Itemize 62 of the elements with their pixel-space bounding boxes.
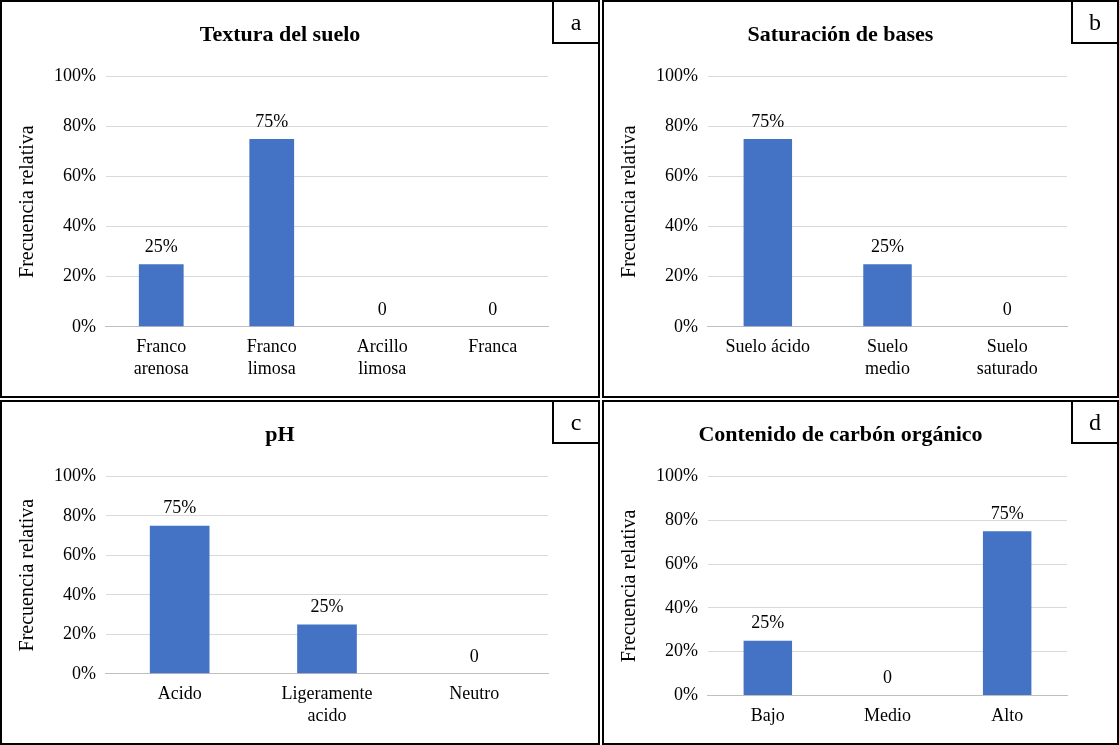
text: b	[1071, 0, 1119, 44]
y-tick-label: 0%	[71, 315, 96, 336]
y-tick-label: 40%	[664, 215, 698, 236]
chart-title: pH	[265, 420, 295, 446]
data-label: 75%	[255, 110, 289, 131]
y-tick-label: 80%	[664, 115, 698, 136]
y-tick-label: 100%	[655, 65, 698, 86]
x-tick-label: Alto	[991, 704, 1024, 725]
x-tick-label: Franco limosa	[246, 336, 297, 378]
y-tick-label: 20%	[62, 265, 96, 286]
x-tick-label: Franca	[468, 336, 518, 357]
x-tick-label: Suelo ácido	[725, 336, 811, 357]
y-tick-label: 40%	[62, 215, 96, 236]
y-tick-label: 0%	[673, 315, 698, 336]
y-tick-label: 60%	[664, 552, 698, 573]
data-label: 0	[488, 298, 498, 319]
x-tick-label: Suelo saturado	[976, 336, 1038, 378]
x-tick-label: Medio	[864, 704, 911, 725]
y-tick-label: 60%	[62, 165, 96, 186]
y-tick-label: 100%	[53, 465, 96, 486]
x-tick-label: Suelo medio	[865, 336, 910, 378]
chart-title: Saturación de bases	[747, 20, 934, 46]
y-tick-label: 40%	[62, 583, 96, 604]
data-label: 0	[883, 667, 892, 688]
data-label: 0	[469, 645, 479, 666]
y-tick-label: 80%	[62, 504, 96, 525]
y-tick-label: 20%	[62, 623, 96, 644]
y-axis-title: Frecuencia relativa	[617, 125, 640, 278]
chart-title: Textura del suelo	[199, 20, 361, 46]
data-label: 0	[1002, 298, 1012, 319]
text: d	[1071, 400, 1119, 444]
x-tick-label: Ligeramente acido	[281, 683, 373, 725]
data-label: 25%	[751, 612, 785, 633]
x-tick-label: Franco arenosa	[133, 336, 189, 378]
y-tick-label: 40%	[664, 596, 698, 617]
y-tick-label: 60%	[664, 165, 698, 186]
data-label: 25%	[310, 596, 344, 617]
x-tick-label: Arcillo limosa	[356, 336, 408, 378]
y-tick-label: 20%	[664, 265, 698, 286]
y-tick-label: 100%	[53, 65, 96, 86]
text: c	[552, 400, 600, 444]
data-label: 75%	[990, 502, 1024, 523]
data-label: 25%	[144, 235, 178, 256]
data-label: 75%	[751, 110, 785, 131]
x-tick-label: Acido	[157, 683, 202, 704]
data-label: 0	[377, 298, 387, 319]
data-label: 25%	[871, 235, 904, 256]
text: a	[552, 0, 600, 44]
chart-title: Contenido de carbón orgánico	[698, 420, 983, 446]
data-label: 75%	[163, 497, 197, 518]
y-tick-label: 0%	[71, 662, 96, 683]
y-tick-label: 20%	[664, 640, 698, 661]
y-tick-label: 100%	[655, 465, 698, 486]
y-tick-label: 60%	[62, 544, 96, 565]
y-tick-label: 0%	[673, 684, 698, 705]
y-tick-label: 80%	[664, 508, 698, 529]
x-tick-label: Bajo	[750, 704, 785, 725]
y-tick-label: 80%	[62, 115, 96, 136]
y-axis-title: Frecuencia relativa	[15, 125, 38, 278]
y-axis-title: Frecuencia relativa	[617, 509, 640, 663]
y-axis-title: Frecuencia relativa	[15, 498, 38, 652]
x-tick-label: Neutro	[449, 683, 500, 704]
